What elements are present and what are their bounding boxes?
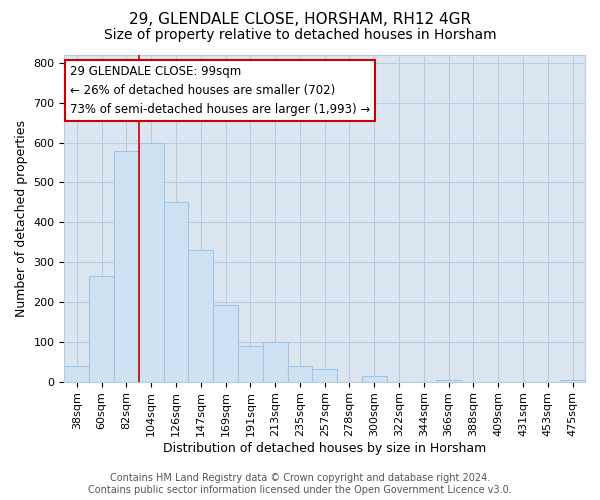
Text: Contains HM Land Registry data © Crown copyright and database right 2024.
Contai: Contains HM Land Registry data © Crown c… (88, 474, 512, 495)
Bar (263, 342, 287, 382)
Bar (64, 366, 89, 382)
Bar (560, 380, 585, 382)
X-axis label: Distribution of detached houses by size in Horsham: Distribution of detached houses by size … (163, 442, 487, 455)
Text: Size of property relative to detached houses in Horsham: Size of property relative to detached ho… (104, 28, 496, 42)
Text: 29, GLENDALE CLOSE, HORSHAM, RH12 4GR: 29, GLENDALE CLOSE, HORSHAM, RH12 4GR (129, 12, 471, 28)
Bar (238, 346, 263, 382)
Bar (188, 250, 213, 382)
Bar (114, 150, 139, 382)
Bar (313, 369, 337, 382)
Bar (164, 202, 188, 382)
Bar (89, 276, 114, 382)
Bar (213, 304, 238, 382)
Text: 29 GLENDALE CLOSE: 99sqm
← 26% of detached houses are smaller (702)
73% of semi-: 29 GLENDALE CLOSE: 99sqm ← 26% of detach… (70, 65, 370, 116)
Bar (362, 376, 386, 382)
Bar (287, 366, 313, 382)
Bar (139, 142, 164, 382)
Y-axis label: Number of detached properties: Number of detached properties (15, 120, 28, 317)
Bar (436, 380, 461, 382)
